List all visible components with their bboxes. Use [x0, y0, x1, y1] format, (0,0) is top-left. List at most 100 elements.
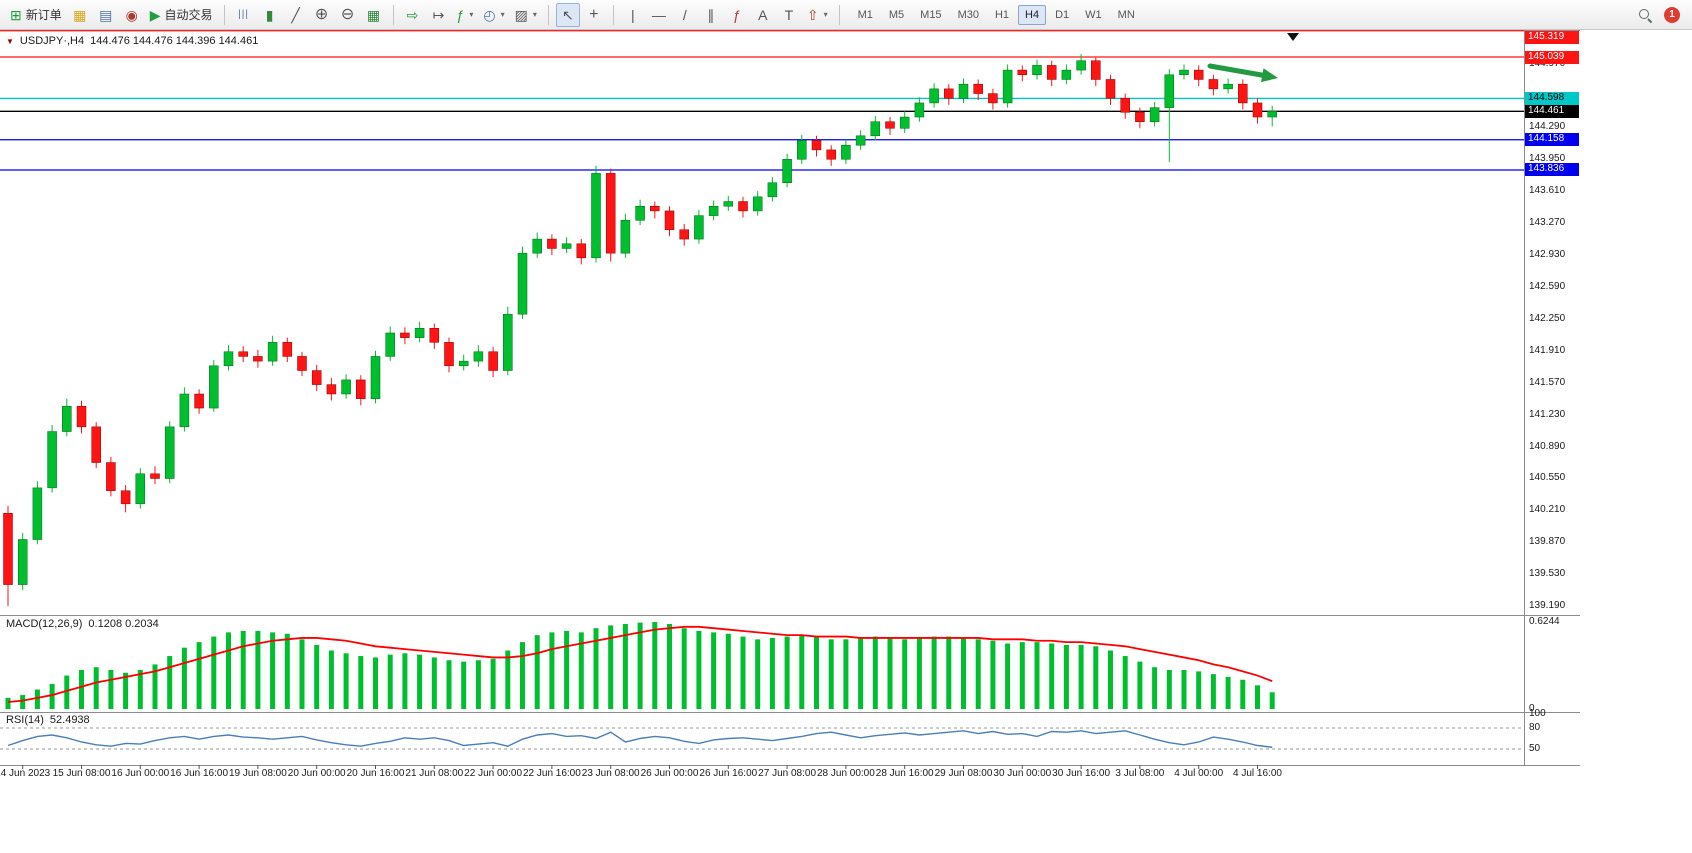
macd-bar: [946, 636, 952, 709]
timeframe-h4[interactable]: H4: [1018, 4, 1047, 25]
timeframe-d1[interactable]: D1: [1048, 5, 1076, 25]
macd-bar: [564, 630, 570, 709]
annotation-arrow[interactable]: [1207, 63, 1273, 79]
annotation-arrow-head[interactable]: [1261, 68, 1278, 83]
candle: [253, 349, 263, 368]
candle: [297, 351, 307, 377]
text-tool-button[interactable]: A: [751, 3, 775, 27]
macd-bar: [417, 654, 423, 709]
candle: [62, 398, 72, 437]
macd-title: MACD(12,26,9) 0.1208 0.2034: [6, 618, 159, 630]
candle: [1017, 65, 1028, 82]
candle: [855, 130, 866, 150]
templates-button[interactable]: ▨ ▾: [511, 3, 541, 27]
candle: [635, 199, 645, 225]
macd-bar: [1152, 667, 1158, 709]
timeframe-m1[interactable]: M1: [851, 5, 880, 25]
new-order-icon: ⊞: [10, 6, 22, 23]
macd-bar: [961, 637, 966, 709]
macd-bar: [270, 632, 276, 709]
macd-bar: [490, 658, 496, 709]
macd-bar: [1049, 643, 1055, 709]
candle: [1179, 64, 1189, 80]
macd-bar: [975, 639, 981, 709]
macd-bar: [681, 628, 687, 709]
zoom-in-button[interactable]: ⊕: [310, 3, 334, 27]
candle: [958, 78, 969, 103]
data-window-button[interactable]: ▤: [94, 3, 118, 27]
auto-scroll-icon: ⇨: [406, 6, 419, 23]
candle: [988, 88, 998, 110]
candle: [341, 374, 351, 399]
candle: [267, 335, 278, 366]
chart-shift-button[interactable]: ↦: [427, 3, 451, 27]
indicators-list-button[interactable]: ƒ ▾: [453, 3, 478, 27]
line-chart-icon: ╱: [291, 6, 300, 23]
macd-signal-line: [7, 625, 1273, 703]
macd-bar: [328, 650, 334, 709]
auto-scroll-button[interactable]: ⇨: [401, 3, 425, 27]
bar-chart-button[interactable]: |||: [232, 3, 256, 27]
macd-bar: [740, 636, 746, 709]
macd-bar: [887, 637, 893, 709]
zoom-out-icon: ⊖: [340, 5, 355, 23]
horizontal-line-tool-button[interactable]: —: [647, 3, 671, 27]
macd-bar: [1137, 661, 1143, 709]
candle: [488, 347, 498, 378]
one-click-marker-icon[interactable]: ▼: [6, 36, 14, 46]
new-order-button[interactable]: ⊞ 新订单: [6, 3, 66, 27]
rsi-indicator-name: RSI(14): [6, 714, 44, 726]
autotrading-button[interactable]: ▶ 自动交易: [146, 3, 217, 27]
metaeditor-button[interactable]: ▦: [68, 3, 92, 27]
channel-tool-button[interactable]: ∥: [699, 3, 723, 27]
candle: [1120, 93, 1130, 119]
candle: [209, 360, 219, 412]
zoom-in-icon: ⊕: [314, 5, 329, 23]
candle: [1238, 79, 1248, 110]
notification-badge[interactable]: 1: [1664, 6, 1680, 23]
search-icon[interactable]: [1638, 8, 1652, 22]
main-toolbar: ⊞ 新订单 ▦ ▤ ◉ ▶ 自动交易 ||| ▮ ╱ ⊕ ⊖ ▦ ⇨ ↦ ƒ ▾…: [0, 0, 1692, 30]
macd-bar: [387, 654, 393, 709]
timeframe-mn[interactable]: MN: [1111, 5, 1142, 25]
candle: [870, 116, 881, 141]
chart-shift-icon: ↦: [432, 6, 445, 23]
macd-bar: [167, 656, 173, 709]
periods-button[interactable]: ◴ ▾: [479, 3, 508, 27]
candle: [1149, 102, 1160, 127]
candle: [1076, 54, 1086, 75]
macd-bar: [578, 632, 584, 709]
macd-bar: [755, 639, 761, 709]
candlestick-chart-button[interactable]: ▮: [258, 3, 282, 27]
metaeditor-icon: ▦: [73, 6, 87, 23]
candle: [782, 153, 792, 188]
navigator-button[interactable]: ◉: [120, 3, 144, 27]
periods-clock-icon: ◴: [483, 6, 496, 23]
macd-bar: [49, 683, 55, 709]
timeframe-m15[interactable]: M15: [913, 5, 948, 25]
fibonacci-tool-button[interactable]: ƒ: [725, 3, 749, 27]
shapes-tool-button[interactable]: ⇧ ▾: [803, 3, 832, 27]
object-marker-triangle[interactable]: [1287, 33, 1299, 41]
autotrading-play-icon: ▶: [149, 6, 161, 23]
vertical-line-tool-button[interactable]: |: [621, 3, 645, 27]
macd-bar: [373, 657, 378, 709]
timeframe-m5[interactable]: M5: [882, 5, 911, 25]
timeframe-m30[interactable]: M30: [951, 5, 986, 25]
line-chart-button[interactable]: ╱: [284, 3, 308, 27]
label-tool-button[interactable]: T: [777, 3, 801, 27]
macd-bar: [637, 622, 643, 709]
indicators-window-button[interactable]: ▦: [362, 3, 386, 27]
trendline-tool-button[interactable]: /: [673, 3, 697, 27]
zoom-out-button[interactable]: ⊖: [336, 3, 360, 27]
trendline-icon: /: [682, 6, 687, 23]
chart-canvas[interactable]: [0, 30, 1580, 790]
macd-bar: [1225, 676, 1231, 709]
timeframe-w1[interactable]: W1: [1078, 5, 1109, 25]
macd-bar: [226, 632, 231, 709]
candle: [885, 117, 895, 135]
candle: [223, 345, 234, 371]
timeframe-h1[interactable]: H1: [988, 5, 1016, 25]
crosshair-tool-button[interactable]: +: [582, 3, 606, 27]
cursor-tool-button[interactable]: ↖: [555, 2, 580, 27]
